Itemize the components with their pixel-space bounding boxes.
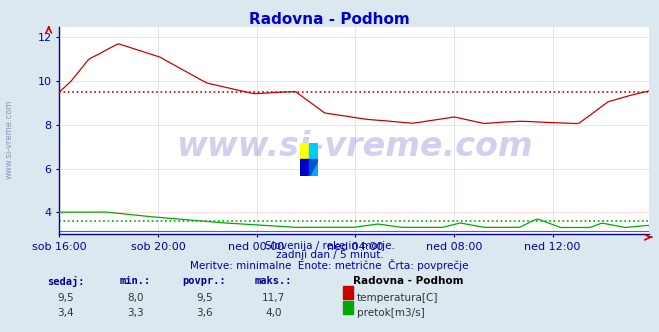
- Polygon shape: [309, 159, 318, 176]
- Text: temperatura[C]: temperatura[C]: [357, 293, 439, 303]
- Text: Slovenija / reke in morje.: Slovenija / reke in morje.: [264, 241, 395, 251]
- Text: 3,4: 3,4: [57, 308, 74, 318]
- Bar: [309, 143, 318, 159]
- Text: zadnji dan / 5 minut.: zadnji dan / 5 minut.: [275, 250, 384, 260]
- Text: 4,0: 4,0: [265, 308, 282, 318]
- Text: Radovna - Podhom: Radovna - Podhom: [249, 12, 410, 27]
- Text: 11,7: 11,7: [262, 293, 285, 303]
- Text: 9,5: 9,5: [57, 293, 74, 303]
- Text: pretok[m3/s]: pretok[m3/s]: [357, 308, 425, 318]
- Text: www.si-vreme.com: www.si-vreme.com: [176, 130, 532, 163]
- Text: 3,3: 3,3: [127, 308, 144, 318]
- Text: 8,0: 8,0: [127, 293, 144, 303]
- Bar: [300, 159, 309, 176]
- Text: sedaj:: sedaj:: [47, 276, 84, 287]
- Text: Radovna - Podhom: Radovna - Podhom: [353, 276, 463, 286]
- Bar: [300, 143, 309, 159]
- Text: 3,6: 3,6: [196, 308, 213, 318]
- Polygon shape: [309, 159, 318, 176]
- Text: povpr.:: povpr.:: [183, 276, 226, 286]
- Text: 9,5: 9,5: [196, 293, 213, 303]
- Text: maks.:: maks.:: [255, 276, 292, 286]
- Text: min.:: min.:: [119, 276, 151, 286]
- Text: www.si-vreme.com: www.si-vreme.com: [5, 100, 14, 179]
- Text: Meritve: minimalne  Enote: metrične  Črta: povprečje: Meritve: minimalne Enote: metrične Črta:…: [190, 259, 469, 271]
